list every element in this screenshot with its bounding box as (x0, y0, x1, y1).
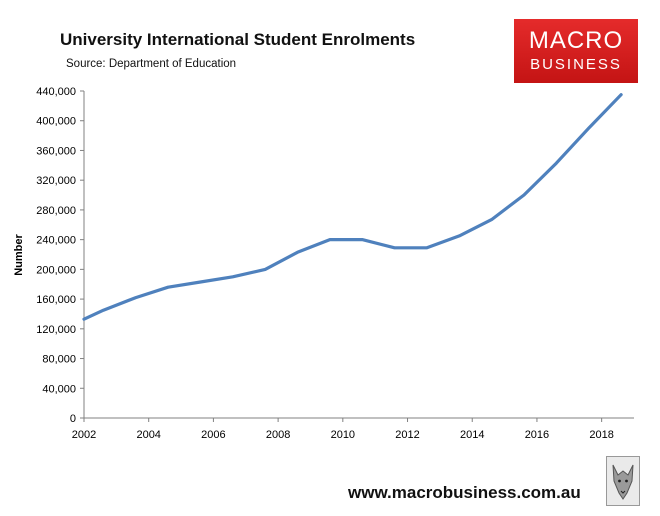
x-axis-ticks: 2002 2004 2006 2008 2010 2012 2014 2016 2018 (72, 418, 614, 441)
y-tick-label: 80,000 (42, 354, 76, 366)
y-tick-label: 280,000 (36, 205, 76, 217)
series-line (82, 93, 623, 321)
y-tick-label: 360,000 (36, 145, 76, 157)
y-tick-label: 40,000 (42, 383, 76, 395)
chart-title: University International Student Enrolme… (60, 30, 416, 49)
x-tick-label: 2006 (201, 429, 225, 441)
chart-axes (83, 91, 634, 419)
x-tick-label: 2012 (395, 429, 419, 441)
wolf-icon (606, 456, 640, 506)
website-url: www.macrobusiness.com.au (348, 483, 581, 502)
y-tick-label: 240,000 (36, 235, 76, 247)
x-tick-label: 2010 (331, 429, 355, 441)
y-tick-label: 0 (70, 413, 76, 425)
logo-line-2: BUSINESS (530, 56, 622, 73)
logo-line-1: MACRO (528, 27, 624, 54)
y-tick-label: 400,000 (36, 116, 76, 128)
x-tick-label: 2014 (460, 429, 484, 441)
y-tick-label: 120,000 (36, 324, 76, 336)
macrobusiness-logo: MACRO BUSINESS (514, 19, 638, 83)
x-tick-label: 2018 (589, 429, 613, 441)
x-tick-label: 2002 (72, 429, 96, 441)
chart-subtitle: Source: Department of Education (66, 58, 237, 70)
y-tick-label: 160,000 (36, 294, 76, 306)
y-tick-label: 320,000 (36, 175, 76, 187)
y-tick-label: 440,000 (36, 86, 76, 98)
x-tick-label: 2004 (136, 429, 160, 441)
y-axis-ticks: 0 40,000 80,000 120,000 160,000 200,000 240,00… (36, 86, 84, 425)
x-tick-label: 2008 (266, 429, 290, 441)
y-tick-label: 200,000 (36, 264, 76, 276)
y-axis-label: Number (13, 234, 25, 276)
x-tick-label: 2016 (525, 429, 549, 441)
